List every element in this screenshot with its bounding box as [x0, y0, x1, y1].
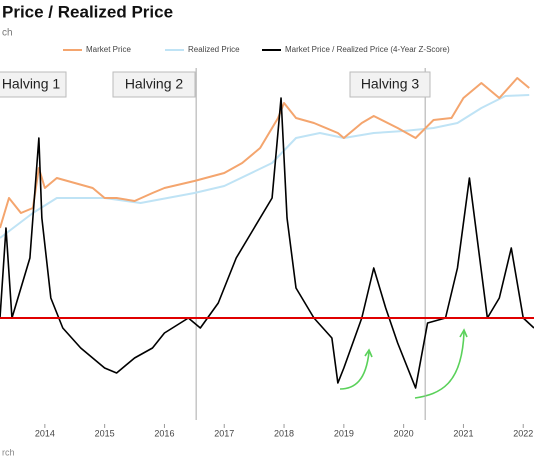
x-tick-label: 2018 — [274, 428, 294, 438]
x-tick-label: 2022 — [513, 428, 533, 438]
halving-label: Halving 2 — [125, 76, 184, 92]
chart-title: Price / Realized Price — [2, 2, 173, 21]
arrow-head — [364, 348, 373, 358]
arrow — [339, 351, 370, 390]
halving-label: Halving 3 — [361, 76, 420, 92]
x-tick-label: 2021 — [453, 428, 473, 438]
halving-box — [112, 71, 196, 98]
series-line — [0, 97, 534, 389]
halving-label: Halving 1 — [2, 76, 61, 92]
x-tick-label: 2015 — [95, 428, 115, 438]
legend-label: Market Price / Realized Price (4-Year Z-… — [285, 45, 450, 54]
series-line — [0, 77, 530, 229]
legend-label: Market Price — [86, 45, 131, 54]
chart-subtitle: ch — [2, 28, 13, 39]
series-line — [0, 94, 530, 239]
source: rch — [2, 447, 15, 457]
legend-label: Realized Price — [188, 45, 240, 54]
x-tick-label: 2017 — [214, 428, 234, 438]
x-tick-label: 2019 — [334, 428, 354, 438]
x-tick-label: 2014 — [35, 428, 55, 438]
x-tick-label: 2016 — [154, 428, 174, 438]
x-tick-label: 2020 — [394, 428, 414, 438]
arrow-head — [459, 328, 468, 338]
halving-box — [0, 71, 67, 98]
halving-box — [349, 71, 431, 98]
arrow — [414, 331, 465, 399]
